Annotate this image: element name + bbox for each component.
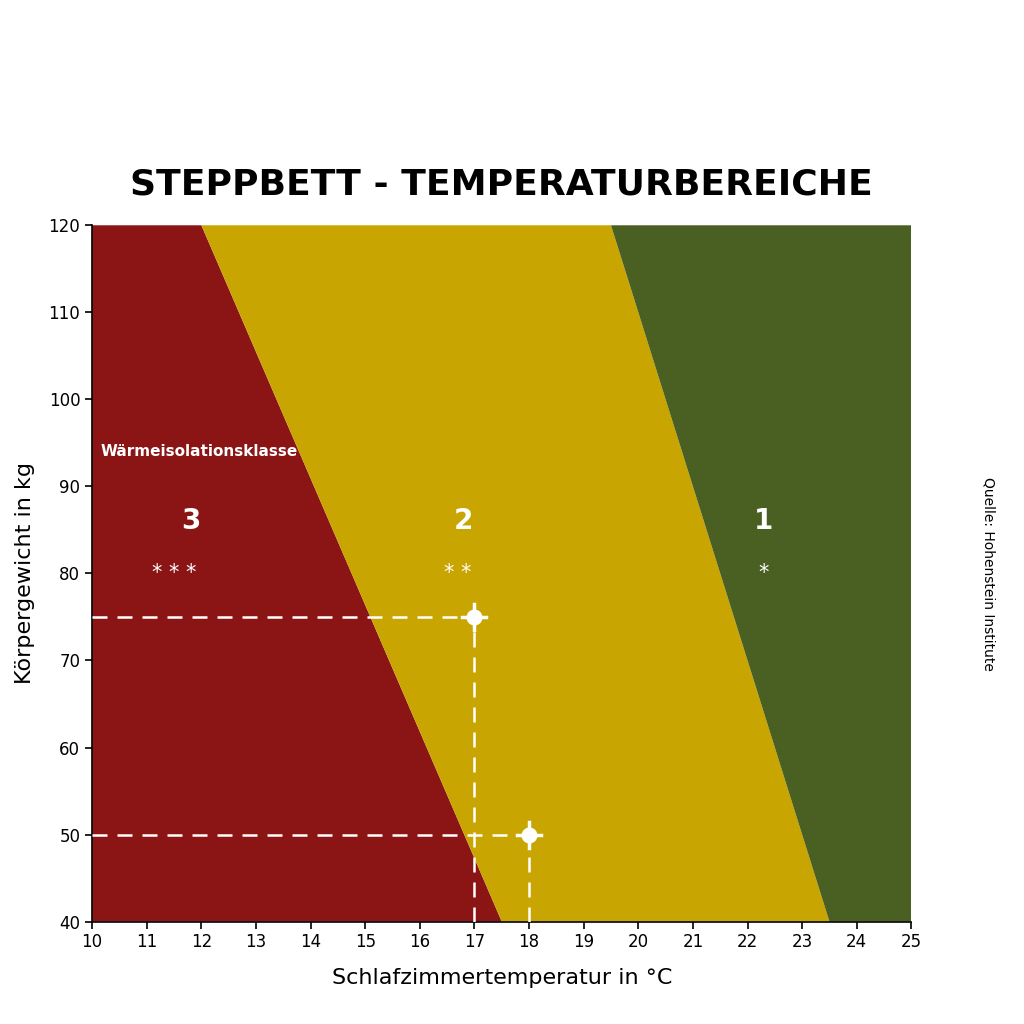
- Polygon shape: [202, 225, 829, 922]
- X-axis label: Schlafzimmertemperatur in °C: Schlafzimmertemperatur in °C: [332, 968, 672, 988]
- Y-axis label: Körpergewicht in kg: Körpergewicht in kg: [14, 463, 35, 684]
- Text: *: *: [759, 563, 769, 584]
- Text: Quelle: Hohenstein Institute: Quelle: Hohenstein Institute: [981, 476, 995, 671]
- Text: Wärmeisolationsklasse: Wärmeisolationsklasse: [100, 444, 298, 459]
- Text: * * *: * * *: [152, 563, 197, 584]
- Text: * *: * *: [444, 563, 472, 584]
- Title: STEPPBETT - TEMPERATURBEREICHE: STEPPBETT - TEMPERATURBEREICHE: [130, 168, 873, 202]
- Text: 3: 3: [181, 507, 200, 536]
- Text: 2: 2: [454, 507, 473, 536]
- Polygon shape: [92, 225, 502, 922]
- Text: 1: 1: [755, 507, 773, 536]
- Polygon shape: [611, 225, 911, 922]
